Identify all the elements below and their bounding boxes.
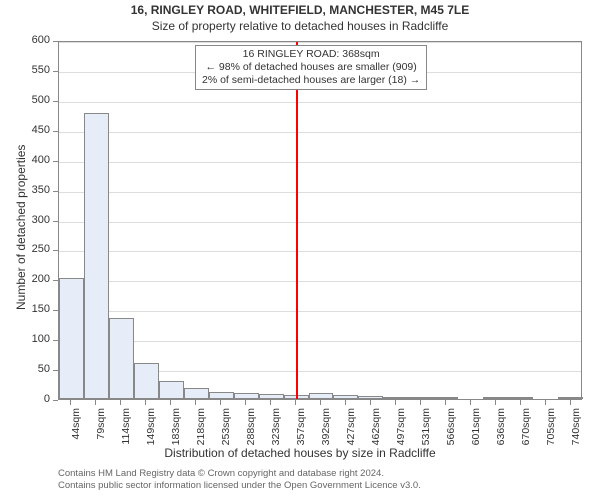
y-tick [53, 191, 58, 192]
annotation-line: 2% of semi-detached houses are larger (1… [202, 74, 420, 87]
bar [408, 397, 433, 399]
gridline [59, 132, 581, 133]
footer-line1: Contains HM Land Registry data © Crown c… [58, 468, 421, 480]
x-tick [420, 400, 421, 405]
x-tick [320, 400, 321, 405]
x-tick [220, 400, 221, 405]
bar [84, 113, 109, 399]
y-tick-label: 500 [20, 94, 50, 106]
y-tick [53, 400, 58, 401]
footer-line2: Contains public sector information licen… [58, 480, 421, 492]
x-axis-label: Distribution of detached houses by size … [0, 446, 600, 460]
x-tick [345, 400, 346, 405]
bar [59, 278, 84, 399]
annotation-line: 16 RINGLEY ROAD: 368sqm [202, 48, 420, 61]
x-tick [495, 400, 496, 405]
y-tick [53, 131, 58, 132]
x-tick [270, 400, 271, 405]
gridline [59, 162, 581, 163]
x-tick [470, 400, 471, 405]
bar [259, 394, 284, 399]
bar [383, 397, 408, 399]
gridline [59, 311, 581, 312]
x-tick [545, 400, 546, 405]
chart-title: 16, RINGLEY ROAD, WHITEFIELD, MANCHESTER… [0, 3, 600, 17]
x-tick [395, 400, 396, 405]
x-tick [295, 400, 296, 405]
chart-subtitle: Size of property relative to detached ho… [0, 19, 600, 33]
y-tick [53, 71, 58, 72]
bar [483, 397, 508, 399]
gridline [59, 281, 581, 282]
bar [309, 393, 334, 399]
gridline [59, 251, 581, 252]
x-tick [245, 400, 246, 405]
bar [333, 395, 358, 399]
y-tick-label: 50 [20, 363, 50, 375]
plot-area: 16 RINGLEY ROAD: 368sqm← 98% of detached… [58, 41, 582, 400]
x-tick [95, 400, 96, 405]
y-tick [53, 340, 58, 341]
x-tick [170, 400, 171, 405]
x-tick [445, 400, 446, 405]
y-tick [53, 161, 58, 162]
x-tick [370, 400, 371, 405]
y-tick [53, 41, 58, 42]
reference-line [296, 42, 298, 399]
bar [159, 381, 184, 399]
bar [234, 393, 259, 399]
bar [358, 396, 383, 399]
gridline [59, 222, 581, 223]
x-tick [145, 400, 146, 405]
gridline [59, 341, 581, 342]
bar [109, 318, 134, 399]
bar [209, 392, 234, 399]
annotation-line: ← 98% of detached houses are smaller (90… [202, 61, 420, 74]
y-axis-label: Number of detached properties [14, 145, 28, 310]
bar [508, 397, 533, 399]
bar [134, 363, 159, 399]
bar [184, 388, 209, 399]
gridline [59, 42, 581, 43]
x-tick [520, 400, 521, 405]
y-tick [53, 250, 58, 251]
y-tick-label: 0 [20, 393, 50, 405]
y-tick [53, 310, 58, 311]
gridline [59, 102, 581, 103]
chart-container: 16, RINGLEY ROAD, WHITEFIELD, MANCHESTER… [0, 0, 600, 500]
y-tick-label: 100 [20, 333, 50, 345]
gridline [59, 192, 581, 193]
y-tick [53, 370, 58, 371]
x-tick [70, 400, 71, 405]
y-tick [53, 221, 58, 222]
x-tick [120, 400, 121, 405]
annotation-box: 16 RINGLEY ROAD: 368sqm← 98% of detached… [195, 45, 427, 90]
bar [558, 397, 583, 399]
footer-text: Contains HM Land Registry data © Crown c… [58, 468, 421, 492]
y-tick-label: 550 [20, 64, 50, 76]
x-tick [195, 400, 196, 405]
y-tick [53, 280, 58, 281]
y-tick-label: 450 [20, 124, 50, 136]
x-tick [570, 400, 571, 405]
y-tick-label: 600 [20, 34, 50, 46]
y-tick [53, 101, 58, 102]
bar [433, 397, 458, 399]
